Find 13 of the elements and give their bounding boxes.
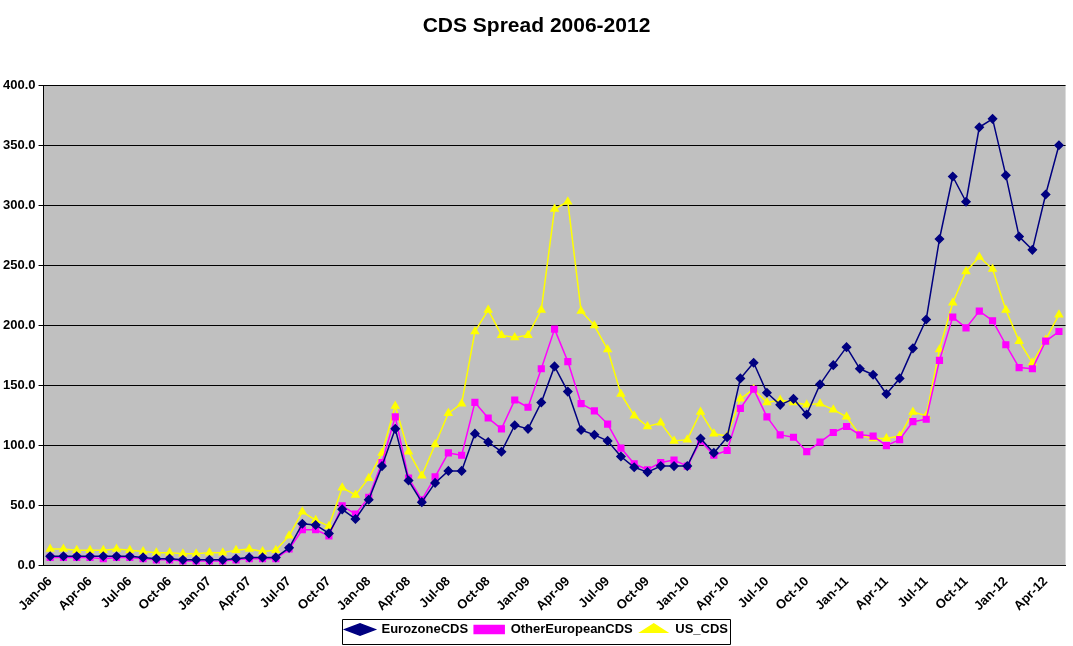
legend-label: EurozoneCDS (381, 621, 469, 637)
y-tick-label: 0.0 (17, 557, 36, 573)
y-tick-label: 50.0 (10, 497, 36, 513)
y-tick-label: 400.0 (2, 76, 36, 92)
legend-label: OtherEuropeanCDS (510, 621, 634, 637)
y-tick-label: 150.0 (2, 377, 36, 393)
y-tick-label: 200.0 (2, 317, 36, 333)
y-tick-label: 100.0 (2, 437, 36, 453)
y-tick-label: 350.0 (2, 136, 36, 152)
y-tick-label: 300.0 (2, 196, 36, 212)
chart-title: CDS Spread 2006-2012 (422, 13, 651, 37)
legend-label: US_CDS (675, 621, 729, 637)
y-tick-label: 250.0 (2, 257, 36, 273)
